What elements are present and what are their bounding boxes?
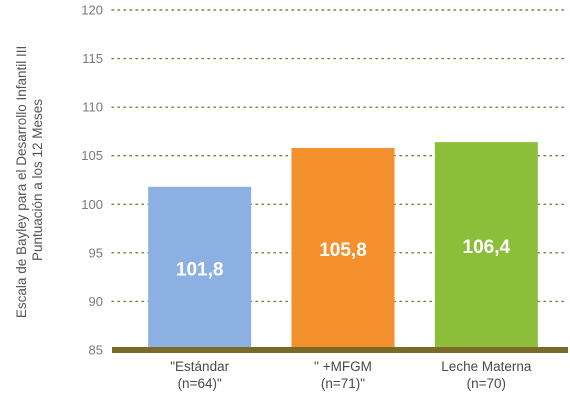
data-labels: 101,8 105,8 106,4 <box>176 237 511 280</box>
bar <box>434 142 538 350</box>
bar-value-label: 105,8 <box>319 240 367 261</box>
y-tick-label: 100 <box>81 197 103 212</box>
y-tick-label: 105 <box>81 148 103 163</box>
y-axis-label-line-2: Puntuación a los 12 Meses <box>30 99 45 261</box>
bar <box>148 186 252 350</box>
category-label-line-2: (n=71)" <box>321 376 365 391</box>
y-tick-label: 120 <box>81 3 103 18</box>
y-tick-label: 90 <box>89 294 103 309</box>
x-axis-categories: "Estándar (n=64)" " +MFGM (n=71)" Leche Mate… <box>170 359 532 391</box>
x-axis-baseline <box>112 347 568 353</box>
category-label-line-2: (n=70) <box>467 376 506 391</box>
y-tick-label: 115 <box>82 51 103 66</box>
y-tick-label: 85 <box>89 343 103 358</box>
y-tick-label: 95 <box>89 245 103 260</box>
y-axis-label: Escala de Bayley para el Desarrollo Infa… <box>14 42 45 318</box>
bar <box>291 147 395 350</box>
bar-value-label: 106,4 <box>463 237 511 258</box>
y-axis-label-line-1: Escala de Bayley para el Desarrollo Infa… <box>14 46 29 318</box>
category-label-line-1: "Estándar <box>170 359 229 374</box>
category-label-line-1: Leche Materna <box>441 359 532 374</box>
y-tick-label: 110 <box>82 100 103 115</box>
y-axis-ticks: 85 90 95 100 105 110 115 120 <box>81 3 103 358</box>
category-label-line-2: (n=64)" <box>178 376 222 391</box>
category-label-line-1: " +MFGM <box>314 359 372 374</box>
bars <box>148 142 538 350</box>
bar-value-label: 101,8 <box>176 259 224 280</box>
